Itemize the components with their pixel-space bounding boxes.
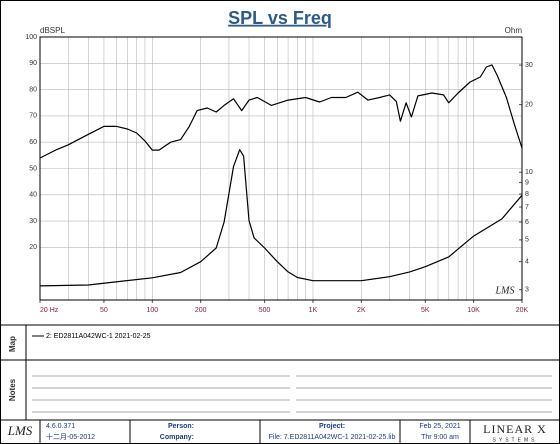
series-line: [39, 149, 523, 287]
file: File: 7.ED2811A042WC-1 2021-02-25.lib: [269, 434, 396, 441]
person: Person:: [168, 423, 194, 430]
y2-tick-label: 20: [525, 101, 533, 108]
x-tick-label: 100: [146, 307, 158, 314]
version: 4.6.0.371: [46, 423, 75, 430]
plot-frame: [39, 36, 523, 301]
date: Feb 25, 2021: [419, 423, 460, 430]
y-tick-label: 30: [29, 218, 37, 225]
x-tick-label: 1K: [309, 307, 318, 314]
y-tick-label: 70: [29, 113, 37, 120]
y2-tick-label: 30: [525, 62, 533, 69]
legend-label: 2: ED2811A042WC-1 2021-02-25: [46, 333, 151, 340]
x-tick-label: 10K: [467, 307, 480, 314]
x-tick-label: 200: [195, 307, 207, 314]
x-tick-label: 5K: [421, 307, 430, 314]
x-tick-label: 2K: [357, 307, 366, 314]
footer-logo: LMS: [7, 423, 33, 438]
notes-lines: [32, 375, 552, 413]
y2-tick-label: 8: [525, 191, 529, 198]
x-tick-label: 20K: [516, 307, 529, 314]
x-tick-label: 500: [259, 307, 271, 314]
y-tick-label: 20: [29, 244, 37, 251]
y2-tick-label: 4: [525, 258, 529, 265]
y-tick-label: 100: [25, 34, 37, 41]
y2-tick-label: 10: [525, 169, 533, 176]
company: Company:: [160, 434, 194, 441]
x-tick-label: 20 Hz: [40, 307, 59, 314]
y-tick-label: 80: [29, 86, 37, 93]
watermark: LMS: [495, 285, 515, 296]
project: Project:: [319, 423, 345, 430]
brand-sub: SYSTEMS: [493, 437, 538, 443]
y-axis-label: dBSPL: [40, 26, 65, 35]
panel-label: Notes: [8, 378, 17, 401]
series-line: [39, 64, 523, 159]
y2-tick-label: 5: [525, 237, 529, 244]
time: Thr 9:00 am: [421, 434, 459, 441]
y-tick-label: 50: [29, 165, 37, 172]
y-tick-label: 90: [29, 60, 37, 67]
y-tick-label: 40: [29, 192, 37, 199]
footer-dividers: [39, 420, 471, 444]
plot: 20 30 40 50 60 70 80 90 100 3 4 5 6 7 8 9 10 20 30 20 Hz 50 1…: [25, 34, 533, 314]
y2-tick-label: 6: [525, 219, 529, 226]
chart-title: SPL vs Freq: [228, 8, 332, 28]
x-tick-label: 50: [100, 307, 108, 314]
panel-label: Map: [8, 336, 17, 352]
y2-tick-label: 7: [525, 204, 529, 211]
brand: LINEAR X: [483, 422, 547, 436]
y2-tick-label: 3: [525, 287, 529, 294]
build-date: 十二月-05-2012: [46, 432, 95, 441]
y-tick-label: 60: [29, 139, 37, 146]
y2-axis-label: Ohm: [505, 26, 523, 35]
y2-tick-label: 9: [525, 179, 529, 186]
